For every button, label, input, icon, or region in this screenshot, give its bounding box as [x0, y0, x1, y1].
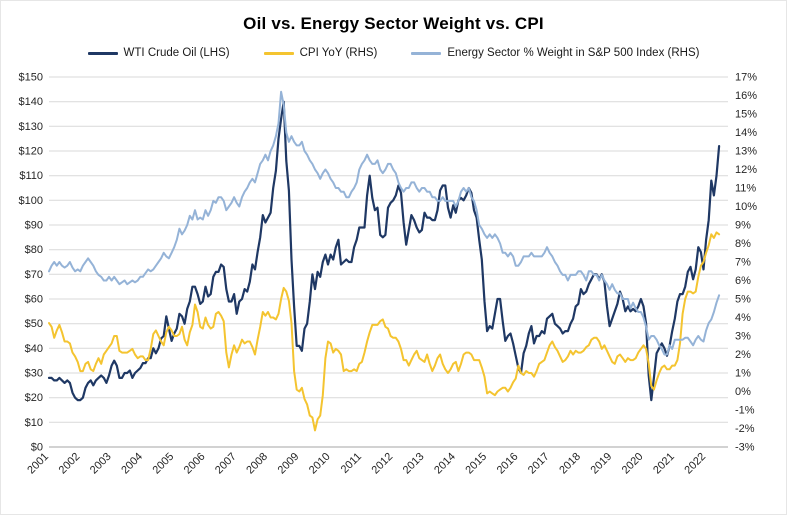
- svg-text:5%: 5%: [735, 294, 751, 306]
- svg-text:$40: $40: [25, 343, 43, 355]
- svg-text:13%: 13%: [735, 146, 757, 158]
- svg-text:3%: 3%: [735, 331, 751, 343]
- svg-text:2008: 2008: [244, 451, 270, 477]
- svg-text:$80: $80: [25, 244, 43, 256]
- chart-title: Oil vs. Energy Sector Weight vs. CPI: [243, 14, 544, 33]
- svg-text:1%: 1%: [735, 368, 751, 380]
- svg-text:-2%: -2%: [735, 423, 755, 435]
- line-chart-canvas: $0 $10 $20 $30 $40 $50 $60 $70 $80 $90 $100 $110 $12…: [19, 72, 758, 477]
- svg-text:2017: 2017: [526, 451, 552, 477]
- svg-text:$0: $0: [31, 442, 43, 454]
- svg-text:0%: 0%: [735, 386, 751, 398]
- cpi-line-swatch-icon: [263, 51, 294, 55]
- svg-text:7%: 7%: [735, 257, 751, 269]
- svg-text:12%: 12%: [735, 164, 757, 176]
- svg-text:11%: 11%: [735, 183, 756, 195]
- svg-text:4%: 4%: [735, 312, 751, 324]
- svg-text:6%: 6%: [735, 275, 751, 287]
- legend-item-energy-weight: Energy Sector % Weight in S&P 500 Index …: [411, 47, 699, 59]
- svg-text:$100: $100: [19, 195, 43, 207]
- svg-text:2015: 2015: [463, 451, 489, 477]
- legend-item-cpi: CPI YoY (RHS): [263, 47, 378, 59]
- svg-text:$50: $50: [25, 318, 43, 330]
- svg-text:$90: $90: [25, 220, 43, 232]
- svg-text:15%: 15%: [735, 109, 757, 121]
- svg-text:2013: 2013: [401, 451, 427, 477]
- svg-text:2016: 2016: [495, 451, 521, 477]
- chart-legend: WTI Crude Oil (LHS) CPI YoY (RHS) Energy…: [1, 45, 786, 61]
- svg-text:2006: 2006: [182, 451, 208, 477]
- svg-text:2022: 2022: [682, 451, 708, 477]
- svg-text:14%: 14%: [735, 127, 757, 139]
- svg-text:2009: 2009: [276, 451, 302, 477]
- svg-text:$140: $140: [19, 96, 43, 108]
- svg-text:2021: 2021: [651, 451, 677, 477]
- svg-text:$20: $20: [25, 392, 43, 404]
- svg-text:9%: 9%: [735, 220, 751, 232]
- svg-text:2004: 2004: [119, 451, 145, 477]
- svg-text:-3%: -3%: [735, 442, 755, 454]
- svg-text:2002: 2002: [57, 451, 83, 477]
- svg-text:2019: 2019: [589, 451, 615, 477]
- svg-text:2001: 2001: [25, 451, 51, 477]
- svg-text:2012: 2012: [370, 451, 396, 477]
- svg-text:2003: 2003: [88, 451, 114, 477]
- svg-text:2005: 2005: [151, 451, 177, 477]
- energy-weight-line-swatch-icon: [411, 51, 442, 55]
- svg-text:$150: $150: [19, 72, 43, 84]
- svg-text:2014: 2014: [432, 451, 458, 477]
- svg-text:16%: 16%: [735, 90, 757, 102]
- svg-text:$110: $110: [19, 170, 43, 182]
- svg-text:10%: 10%: [735, 201, 757, 213]
- wti-line-swatch-icon: [87, 51, 118, 55]
- legend-label-cpi: CPI YoY (RHS): [299, 47, 378, 59]
- svg-text:-1%: -1%: [735, 405, 755, 417]
- legend-label-energy-weight: Energy Sector % Weight in S&P 500 Index …: [447, 47, 700, 59]
- svg-text:2007: 2007: [213, 451, 239, 477]
- svg-text:8%: 8%: [735, 238, 751, 250]
- svg-text:2020: 2020: [620, 451, 646, 477]
- svg-text:17%: 17%: [735, 72, 757, 84]
- svg-text:2018: 2018: [557, 451, 583, 477]
- svg-text:2010: 2010: [307, 451, 333, 477]
- svg-text:2%: 2%: [735, 349, 751, 361]
- svg-text:$30: $30: [25, 368, 43, 380]
- legend-label-wti: WTI Crude Oil (LHS): [123, 47, 230, 59]
- svg-text:$130: $130: [19, 121, 43, 133]
- svg-text:$10: $10: [25, 417, 43, 429]
- legend-item-wti: WTI Crude Oil (LHS): [87, 47, 230, 59]
- svg-text:$70: $70: [25, 269, 43, 281]
- svg-text:2011: 2011: [339, 451, 364, 476]
- svg-text:$60: $60: [25, 294, 43, 306]
- svg-text:$120: $120: [19, 146, 43, 158]
